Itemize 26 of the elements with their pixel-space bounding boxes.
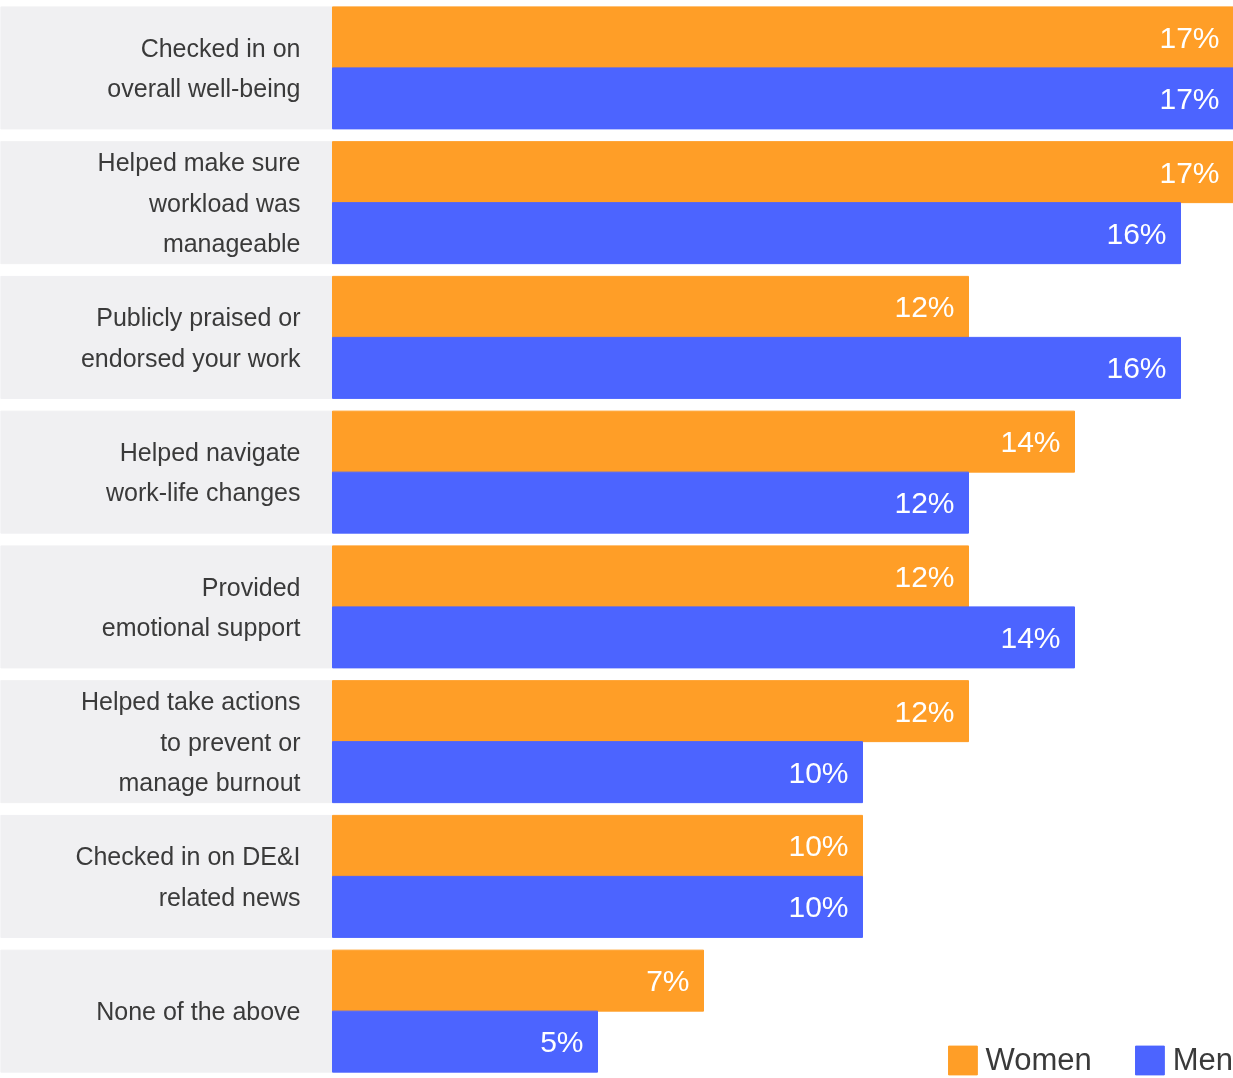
data-label: 16% <box>1106 216 1167 250</box>
y-tick-label: Checked in on overall well-being <box>107 33 301 103</box>
data-label: 12% <box>894 290 955 324</box>
data-label: 17% <box>1159 20 1220 54</box>
y-tick-label: Publicly praised or endorsed your work <box>80 303 301 372</box>
y-tick-label: Provided emotional support <box>101 572 301 642</box>
data-label: 16% <box>1106 351 1167 385</box>
data-label: 10% <box>788 755 849 789</box>
y-tick-label: Helped make sure workload was manageable <box>97 148 301 258</box>
data-label: 14% <box>1000 620 1061 654</box>
legend-label: Men <box>1172 1042 1233 1078</box>
legend-label: Women <box>985 1042 1092 1078</box>
y-tick-label: None of the above <box>96 997 301 1026</box>
data-label: 12% <box>894 559 955 593</box>
data-label: 12% <box>894 486 955 520</box>
y-tick-label: Checked in on DE&I related news <box>75 842 301 911</box>
data-label: 14% <box>1000 425 1061 459</box>
data-label: 10% <box>788 890 849 924</box>
data-label: 12% <box>894 694 955 728</box>
y-tick-label: Helped take actions to prevent or manage burnout <box>80 687 301 797</box>
y-tick-label: Helped navigate work-life changes <box>104 437 301 507</box>
data-label: 17% <box>1159 81 1220 115</box>
data-label: 7% <box>646 964 690 998</box>
data-label: 5% <box>540 1025 584 1059</box>
data-label: 10% <box>788 829 849 863</box>
data-label: 17% <box>1159 155 1220 189</box>
